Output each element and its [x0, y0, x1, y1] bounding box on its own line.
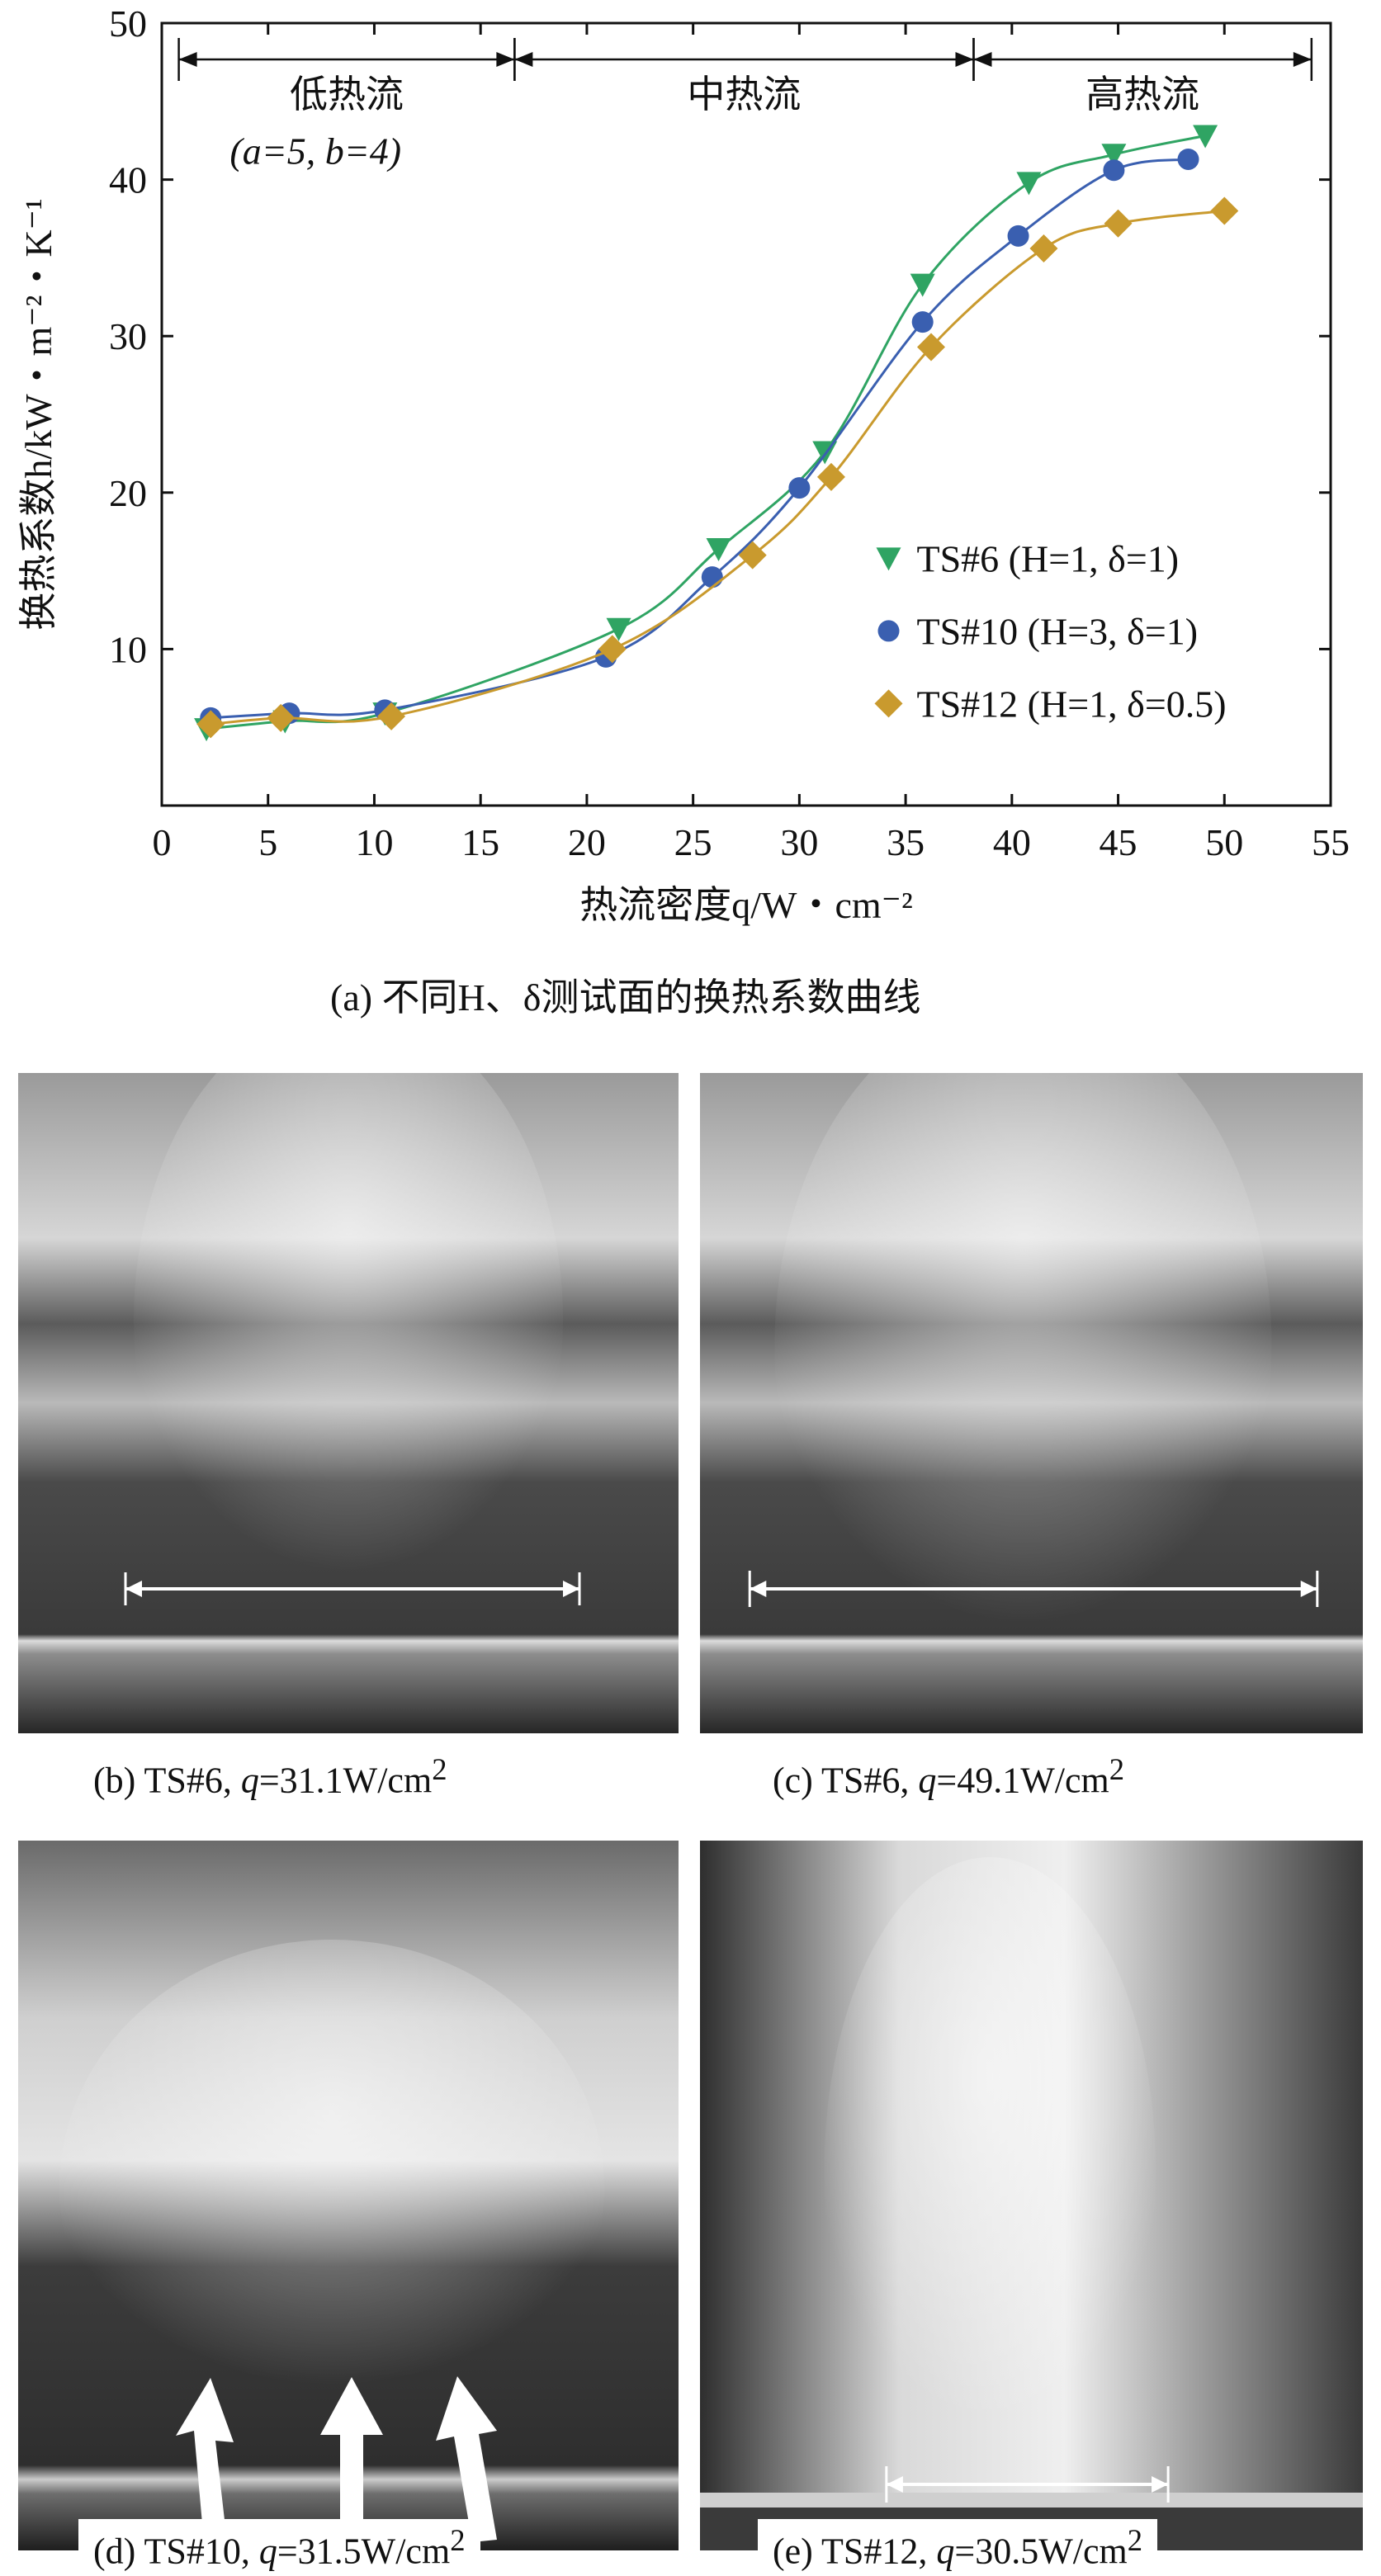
data-point-s2	[1210, 196, 1239, 225]
data-point-s2	[377, 702, 406, 730]
y-tick-label: 20	[109, 472, 147, 514]
series-line-1	[210, 158, 1189, 720]
x-tick-label: 55	[1312, 821, 1350, 863]
data-point-s0	[1193, 125, 1218, 149]
data-point-s0	[1101, 144, 1127, 168]
data-point-s2	[196, 710, 225, 739]
photo-c	[700, 1073, 1363, 1733]
y-tick-label: 10	[109, 628, 147, 670]
data-point-s1	[1177, 148, 1199, 170]
y-tick-label: 50	[109, 2, 147, 45]
data-point-s1	[911, 311, 934, 333]
data-point-s2	[1029, 234, 1058, 263]
plot-frame	[160, 21, 1332, 807]
y-tick-label: 30	[109, 315, 147, 357]
legend-label: TS#10 (H=3, δ=1)	[916, 610, 1198, 652]
y-axis-label: 换热系数h/kW・m⁻²・K⁻¹	[17, 198, 59, 630]
photo-b	[18, 1073, 679, 1733]
data-point-s2	[816, 462, 845, 491]
photo-c-caption: (c) TS#6, q=49.1W/cm2	[758, 1748, 1140, 1805]
x-tick-label: 40	[993, 821, 1031, 863]
legend-marker	[877, 620, 900, 642]
data-point-s2	[916, 333, 945, 362]
photo-d	[18, 1841, 679, 2550]
data-point-s1	[1007, 225, 1029, 247]
data-point-s2	[598, 635, 627, 664]
y-tick-label: 40	[109, 159, 147, 201]
region-label: 低热流	[290, 73, 404, 116]
region-label: 中热流	[687, 73, 801, 116]
photo-b-caption: (b) TS#6, q=31.1W/cm2	[78, 1748, 462, 1805]
x-tick-label: 50	[1205, 821, 1243, 863]
x-tick-label: 15	[461, 821, 499, 863]
legend-marker	[874, 689, 903, 718]
legend-label: TS#6 (H=1, δ=1)	[916, 537, 1179, 579]
x-tick-label: 20	[568, 821, 606, 863]
photo-e-caption: (e) TS#12, q=30.5W/cm2	[758, 2519, 1158, 2576]
region-label: 高热流	[1085, 73, 1199, 116]
data-point-s2	[267, 703, 296, 732]
parameter-annotation: (a=5, b=4)	[229, 130, 401, 173]
x-tick-label: 25	[674, 821, 712, 863]
flow-arrows	[176, 2376, 497, 2542]
photo-e	[700, 1841, 1363, 2550]
data-point-s0	[1016, 172, 1042, 196]
legend-label: TS#12 (H=1, δ=0.5)	[916, 683, 1226, 725]
data-point-s2	[738, 541, 767, 570]
data-point-s2	[1104, 209, 1133, 238]
series-line-2	[210, 210, 1225, 726]
data-point-s0	[606, 617, 631, 641]
data-point-s0	[706, 538, 731, 562]
data-point-s1	[701, 566, 723, 588]
x-tick-label: 30	[780, 821, 818, 863]
x-tick-label: 35	[887, 821, 925, 863]
legend-marker	[876, 547, 901, 571]
data-point-s1	[788, 477, 811, 499]
x-tick-label: 5	[258, 821, 277, 863]
data-point-s0	[910, 273, 935, 297]
data-point-s1	[1103, 159, 1125, 182]
series-line-0	[206, 135, 1206, 730]
x-tick-label: 10	[355, 821, 393, 863]
x-axis-label: 热流密度q/W・cm⁻²	[579, 884, 912, 926]
x-tick-label: 0	[153, 821, 172, 863]
x-tick-label: 45	[1100, 821, 1137, 863]
heat-transfer-chart: 0 5 10 15 20 25 30 35 40 45 50 55 10 20 30 40 50 热流密度q/W・…	[17, 2, 1350, 926]
caption-a: (a) 不同H、δ测试面的换热系数曲线	[330, 976, 921, 1019]
photo-d-caption: (d) TS#10, q=31.5W/cm2	[78, 2519, 480, 2576]
